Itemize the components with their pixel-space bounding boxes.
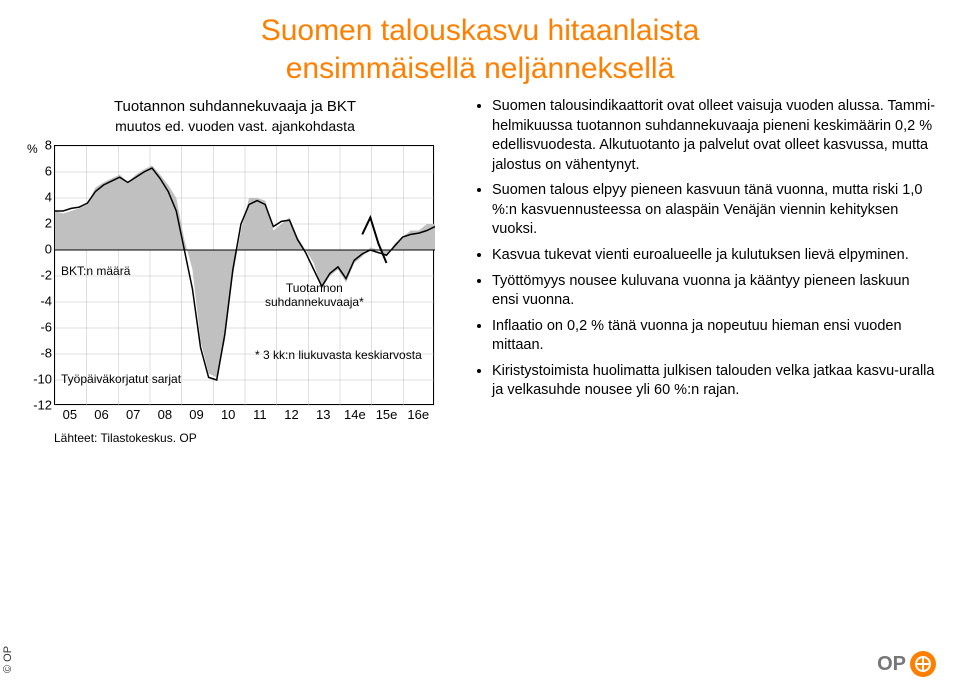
content-row: Tuotannon suhdannekuvaaja ja BKT muutos … xyxy=(0,87,960,465)
chart-source: Lähteet: Tilastokeskus. OP xyxy=(54,431,197,445)
title-line-1: Suomen talouskasvu hitaanlaista xyxy=(261,14,700,47)
bullet-item: Suomen talousindikaattorit ovat olleet v… xyxy=(492,97,940,175)
y-tick: 0 xyxy=(45,241,52,256)
bullet-item: Kiristystoimista huolimatta julkisen tal… xyxy=(492,362,940,401)
y-tick: -4 xyxy=(40,293,52,308)
bullets-column: Suomen talousindikaattorit ovat olleet v… xyxy=(470,97,940,465)
chart-title-sub: muutos ed. vuoden vast. ajankohdasta xyxy=(20,117,450,135)
x-tick: 07 xyxy=(117,407,149,425)
y-tick: -10 xyxy=(33,371,52,386)
logo-text: OP xyxy=(877,653,906,676)
chart-column: Tuotannon suhdannekuvaaja ja BKT muutos … xyxy=(20,97,450,465)
x-tick: 12 xyxy=(276,407,308,425)
y-tick: 2 xyxy=(45,215,52,230)
chart-title: Tuotannon suhdannekuvaaja ja BKT muutos … xyxy=(20,97,450,135)
bullet-item: Inflaatio on 0,2 % tänä vuonna ja nopeut… xyxy=(492,317,940,356)
annot-bkt: BKT:n määrä xyxy=(61,264,130,278)
bullet-item: Suomen talous elpyy pieneen kasvuun tänä… xyxy=(492,181,940,240)
annot-footnote: * 3 kk:n liukuvasta keskiarvosta xyxy=(255,348,422,362)
footer-copyright: © OP xyxy=(2,646,14,673)
chart-title-main: Tuotannon suhdannekuvaaja ja BKT xyxy=(20,97,450,117)
x-tick: 06 xyxy=(86,407,118,425)
y-tick: -8 xyxy=(40,345,52,360)
chart-wrap: 86420-2-4-6-8-10-12 BKT:n määrä Tuotanno… xyxy=(20,145,450,465)
x-tick: 15e xyxy=(371,407,403,425)
x-tick: 14e xyxy=(339,407,371,425)
y-tick: 4 xyxy=(45,189,52,204)
logo-icon xyxy=(910,651,936,677)
x-tick: 05 xyxy=(54,407,86,425)
x-tick: 08 xyxy=(149,407,181,425)
x-axis: 05060708091011121314e15e16e xyxy=(54,407,434,425)
y-tick: 8 xyxy=(45,137,52,152)
bullet-list: Suomen talousindikaattorit ovat olleet v… xyxy=(470,97,940,401)
title-line-2: ensimmäisellä neljänneksellä xyxy=(286,52,675,85)
annot-tuotannon: Tuotannonsuhdannekuvaaja* xyxy=(265,281,364,310)
x-tick: 13 xyxy=(307,407,339,425)
bullet-item: Työttömyys nousee kuluvana vuonna ja kää… xyxy=(492,272,940,311)
annot-tyopaiva: Työpäiväkorjatut sarjat xyxy=(61,372,181,386)
x-tick: 10 xyxy=(212,407,244,425)
y-tick: -12 xyxy=(33,397,52,412)
bullet-item: Kasvua tukevat vienti euroalueelle ja ku… xyxy=(492,246,940,266)
y-unit: % xyxy=(27,142,38,156)
x-tick: 11 xyxy=(244,407,276,425)
chart-plot: BKT:n määrä Tuotannonsuhdannekuvaaja* * … xyxy=(54,145,434,405)
x-tick: 16e xyxy=(402,407,434,425)
footer-logo: OP xyxy=(877,651,936,677)
y-axis: 86420-2-4-6-8-10-12 xyxy=(20,145,54,405)
y-tick: -2 xyxy=(40,267,52,282)
y-tick: 6 xyxy=(45,163,52,178)
y-tick: -6 xyxy=(40,319,52,334)
x-tick: 09 xyxy=(181,407,213,425)
page-title: Suomen talouskasvu hitaanlaista ensimmäi… xyxy=(0,0,960,87)
